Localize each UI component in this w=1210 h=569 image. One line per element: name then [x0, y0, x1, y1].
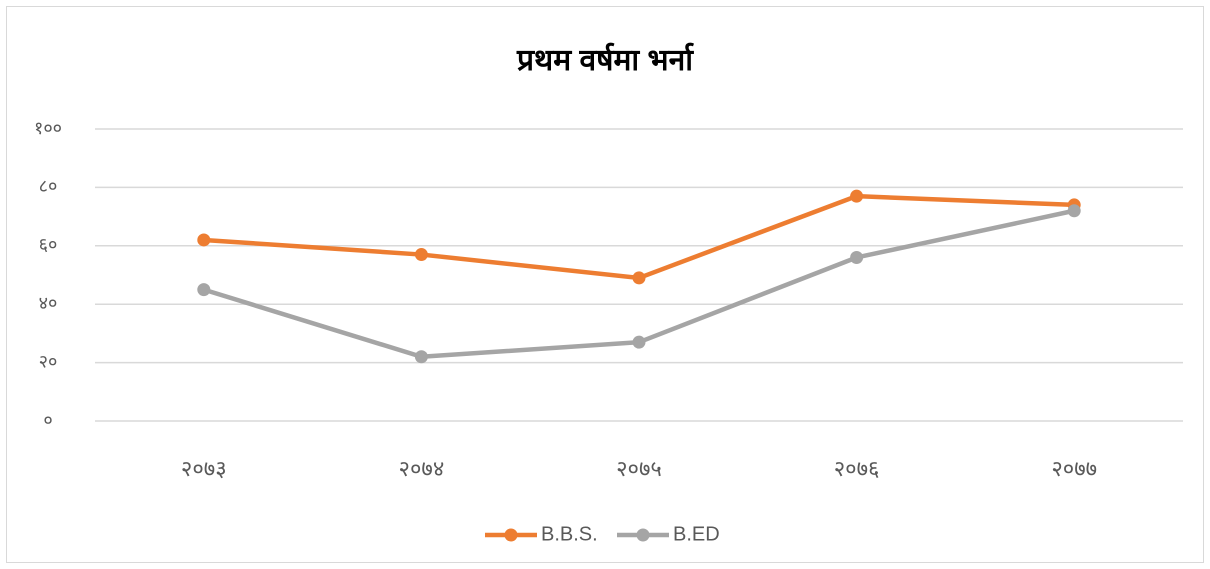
point [632, 271, 646, 285]
x-tick-label: २०७५ [616, 456, 662, 481]
y-tick-label: १०० [34, 118, 62, 138]
point [197, 283, 211, 297]
point [632, 335, 646, 349]
point [197, 233, 211, 247]
legend-marker [636, 528, 650, 542]
y-tick-label: २० [39, 351, 58, 371]
x-tick-label: २०७६ [834, 456, 880, 481]
x-tick-label: २०७४ [399, 456, 445, 481]
point [414, 248, 428, 262]
x-tick-label: २०७७ [1051, 456, 1097, 481]
legend-label: B.B.S. [541, 523, 598, 545]
legend-label: B.ED [673, 523, 720, 545]
point [850, 250, 864, 264]
chart-title: प्रथम वर्षमा भर्ना [516, 42, 694, 77]
x-tick-label: २०७३ [181, 456, 227, 481]
legend-marker [504, 528, 518, 542]
point [414, 350, 428, 364]
y-tick-label: ० [43, 410, 52, 430]
y-tick-label: ८० [39, 176, 58, 196]
y-tick-label: ६० [39, 235, 58, 255]
point [1067, 204, 1081, 218]
y-tick-label: ४० [39, 293, 58, 313]
point [850, 189, 864, 203]
